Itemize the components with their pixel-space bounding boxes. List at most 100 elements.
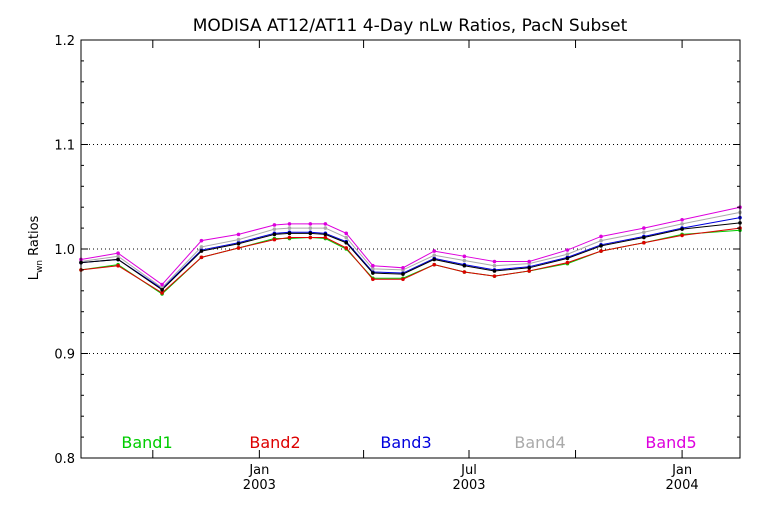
data-point-band2 <box>344 246 349 250</box>
data-point-band5 <box>432 249 437 253</box>
y-tick-label: 1.0 <box>54 243 75 258</box>
data-point-black <box>680 227 684 231</box>
data-point-band4 <box>642 230 646 235</box>
data-point-black <box>599 244 603 248</box>
data-point-band4 <box>492 263 497 268</box>
data-point-band4 <box>323 226 328 230</box>
y-axis-label-main: L <box>27 272 42 280</box>
x-tick-label-year: 2004 <box>666 478 699 493</box>
legend-item-band2: Band2 <box>249 433 300 452</box>
data-point-band4 <box>462 258 467 263</box>
data-point-black <box>432 257 437 262</box>
data-point-band5 <box>236 232 241 237</box>
legend-item-band3: Band3 <box>380 433 431 452</box>
data-point-band5 <box>272 223 277 227</box>
data-point-band5 <box>462 254 467 259</box>
data-point-band5 <box>323 222 328 226</box>
data-point-band4 <box>199 245 204 249</box>
data-point-band5 <box>116 251 120 255</box>
data-point-band4 <box>236 237 241 242</box>
y-tick-label: 0.8 <box>54 452 75 467</box>
data-point-band2 <box>432 262 437 267</box>
gridlines <box>81 144 740 354</box>
data-point-band4 <box>432 253 437 258</box>
legend-item-band1: Band1 <box>121 433 172 452</box>
x-tick-label-year: 2003 <box>452 478 485 493</box>
series-line-band1 <box>80 229 741 295</box>
legend: Band1 Band2 Band3 Band4 Band5 <box>121 433 696 452</box>
data-point-band5 <box>401 266 405 270</box>
data-point-black <box>308 231 313 236</box>
data-point-black <box>371 271 375 275</box>
legend-item-band5: Band5 <box>645 433 696 452</box>
data-point-black <box>527 266 532 270</box>
data-point-band5 <box>599 234 603 239</box>
data-point-black <box>401 272 405 276</box>
data-point-band5 <box>565 248 570 252</box>
data-point-band4 <box>599 238 603 243</box>
chart-title: MODISA AT12/AT11 4-Day nLw Ratios, PacN … <box>193 16 628 36</box>
data-point-band4 <box>116 254 120 259</box>
data-point-band2 <box>160 291 164 295</box>
data-point-band2 <box>116 263 120 268</box>
data-point-band4 <box>287 226 292 230</box>
data-point-black <box>116 257 120 262</box>
data-point-band2 <box>527 269 532 273</box>
data-point-band4 <box>272 227 277 231</box>
data-point-band4 <box>344 235 349 240</box>
data-point-band2 <box>642 240 646 245</box>
x-tick-label-month: Jan <box>248 463 269 478</box>
y-axis-label: Lwn Ratios <box>27 215 45 280</box>
legend-item-band4: Band4 <box>514 433 565 452</box>
data-point-black <box>160 287 164 292</box>
x-tick-label-month: Jan <box>671 463 692 478</box>
data-point-band2 <box>462 270 467 274</box>
data-point-band2 <box>680 233 684 238</box>
data-point-band5 <box>680 217 684 222</box>
data-point-band5 <box>308 222 313 226</box>
y-tick-label: 1.1 <box>54 139 75 154</box>
data-point-band5 <box>344 231 349 236</box>
data-point-band2 <box>401 277 405 282</box>
data-point-black <box>642 235 646 240</box>
data-point-band5 <box>527 259 532 264</box>
data-point-black <box>272 232 277 237</box>
data-point-band2 <box>308 235 313 240</box>
data-point-band4 <box>565 252 570 257</box>
data-point-black <box>323 232 328 237</box>
x-tick-label-month: Jul <box>460 463 477 478</box>
data-point-band2 <box>599 249 603 253</box>
data-point-band2 <box>371 277 375 282</box>
data-point-black <box>287 231 292 236</box>
data-point-band4 <box>371 267 375 271</box>
y-axis-label-sub: wn <box>35 260 45 273</box>
data-point-band5 <box>199 238 204 243</box>
series-layer <box>79 205 742 296</box>
data-point-band5 <box>160 282 164 287</box>
data-point-band5 <box>642 226 646 230</box>
data-point-band5 <box>287 222 292 226</box>
data-point-black <box>344 240 349 245</box>
data-point-band4 <box>308 226 313 230</box>
data-point-black <box>462 263 467 268</box>
data-point-band2 <box>272 237 277 242</box>
x-tick-label-year: 2003 <box>243 478 276 493</box>
data-point-black <box>236 241 241 246</box>
data-point-band2 <box>199 255 204 260</box>
data-point-black <box>565 256 570 261</box>
y-tick-label: 0.9 <box>54 348 75 363</box>
data-point-band2 <box>287 235 292 240</box>
data-point-band2 <box>236 246 241 250</box>
data-point-band5 <box>492 259 497 264</box>
y-axis-label-rest: Ratios <box>27 215 42 260</box>
data-point-band2 <box>323 235 328 240</box>
data-point-band2 <box>492 274 497 278</box>
data-point-band5 <box>371 263 375 268</box>
y-tick-label: 1.2 <box>54 34 75 49</box>
data-point-black <box>199 249 204 253</box>
data-point-band4 <box>680 222 684 226</box>
data-point-black <box>492 269 497 273</box>
data-point-band2 <box>565 260 570 265</box>
